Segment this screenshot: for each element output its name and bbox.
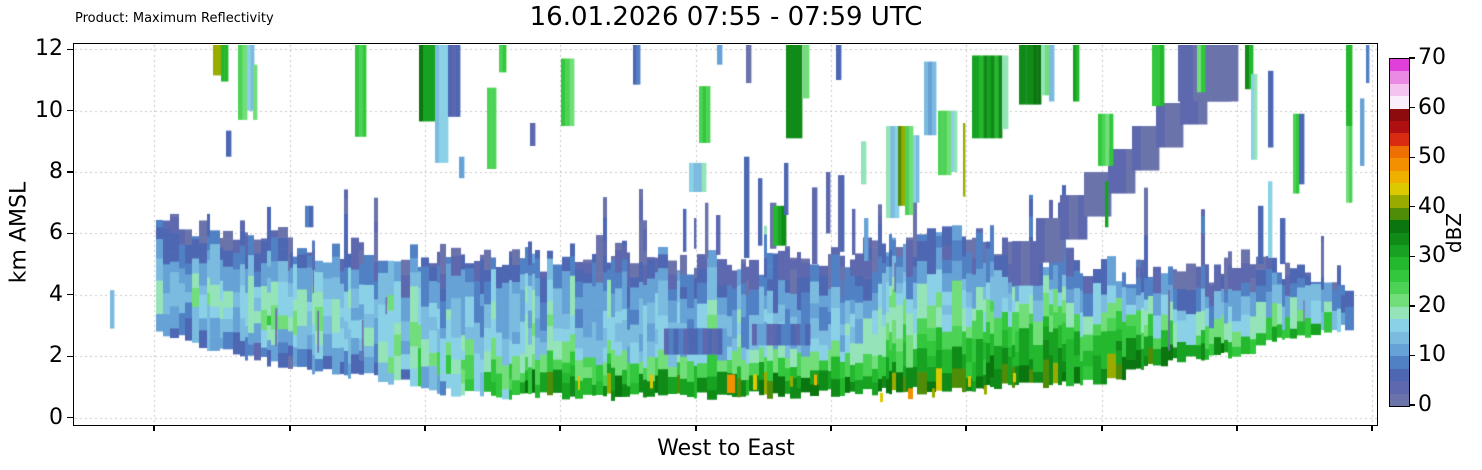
colorbar-segment xyxy=(1390,244,1409,258)
colorbar-segment xyxy=(1390,356,1409,370)
x-tick-mark xyxy=(153,425,155,431)
colorbar-segment xyxy=(1390,306,1409,320)
colorbar-segment xyxy=(1390,133,1409,147)
colorbar-segment xyxy=(1390,331,1409,345)
x-tick-mark xyxy=(289,425,291,431)
colorbar-tick-mark xyxy=(1409,57,1415,59)
y-tick-label: 6 xyxy=(49,220,63,246)
y-tick-mark xyxy=(67,110,74,112)
colorbar-tick-label: 0 xyxy=(1418,392,1432,417)
colorbar-tick-mark xyxy=(1409,354,1415,357)
colorbar-segment xyxy=(1390,71,1409,85)
x-tick-mark xyxy=(424,425,426,431)
colorbar-segment xyxy=(1390,368,1409,382)
x-tick-mark xyxy=(559,425,561,431)
colorbar-segment xyxy=(1390,96,1409,110)
colorbar-segment xyxy=(1390,158,1409,172)
x-tick-mark xyxy=(1371,425,1373,431)
colorbar-tick-label: 40 xyxy=(1418,193,1446,219)
colorbar-tick-mark xyxy=(1409,106,1415,109)
colorbar-segment xyxy=(1390,195,1409,209)
y-tick-mark xyxy=(67,416,74,419)
y-tick-mark xyxy=(67,232,74,235)
colorbar-tick-label: 50 xyxy=(1418,144,1446,170)
colorbar-segment xyxy=(1390,182,1409,196)
reflectivity-plot-canvas xyxy=(75,45,1377,425)
colorbar-segment xyxy=(1390,344,1409,357)
x-axis-label: West to East xyxy=(657,436,795,461)
colorbar-tick-mark xyxy=(1409,255,1415,257)
x-tick-mark xyxy=(1101,425,1103,431)
x-tick-mark xyxy=(830,425,832,431)
colorbar-tick-mark xyxy=(1409,404,1415,406)
colorbar-segment xyxy=(1390,319,1409,333)
colorbar-segment xyxy=(1390,145,1409,159)
colorbar-segment xyxy=(1390,108,1409,122)
y-tick-mark xyxy=(67,294,74,296)
colorbar-tick-label: 70 xyxy=(1418,45,1446,70)
y-tick-label: 0 xyxy=(49,404,63,430)
colorbar-segment xyxy=(1390,220,1409,233)
x-tick-mark xyxy=(1236,425,1238,431)
y-tick-mark xyxy=(67,171,74,173)
y-tick-mark xyxy=(67,355,74,357)
y-tick-label: 10 xyxy=(35,97,63,123)
y-tick-label: 8 xyxy=(49,159,63,185)
colorbar-tick-label: 60 xyxy=(1418,94,1446,120)
colorbar-segment xyxy=(1390,282,1409,295)
colorbar-tick-label: 10 xyxy=(1418,342,1446,368)
colorbar-segment xyxy=(1390,269,1409,283)
y-tick-label: 4 xyxy=(49,281,63,307)
colorbar-segment xyxy=(1390,59,1409,72)
colorbar-tick-mark xyxy=(1409,305,1415,307)
colorbar-segment xyxy=(1390,393,1409,407)
x-tick-mark xyxy=(965,425,967,431)
y-tick-mark xyxy=(67,48,74,51)
plot-title: 16.01.2026 07:55 - 07:59 UTC xyxy=(529,2,923,32)
colorbar-tick-mark xyxy=(1409,156,1415,158)
product-label: Product: Maximum Reflectivity xyxy=(75,11,274,26)
y-tick-label: 2 xyxy=(49,343,63,369)
colorbar xyxy=(1389,58,1410,407)
colorbar-segment xyxy=(1390,83,1409,97)
colorbar-tick-mark xyxy=(1409,206,1415,208)
y-tick-label: 12 xyxy=(35,36,63,62)
colorbar-segment xyxy=(1390,207,1409,221)
colorbar-segment xyxy=(1390,257,1409,271)
colorbar-segment xyxy=(1390,294,1409,308)
colorbar-tick-label: 20 xyxy=(1418,292,1446,318)
colorbar-segment xyxy=(1390,381,1409,395)
colorbar-segment xyxy=(1390,170,1409,184)
colorbar-segment xyxy=(1390,232,1409,246)
x-tick-mark xyxy=(695,425,697,431)
colorbar-segment xyxy=(1390,120,1409,134)
colorbar-label: dBZ xyxy=(1442,212,1466,254)
colorbar-tick-label: 30 xyxy=(1418,243,1446,269)
